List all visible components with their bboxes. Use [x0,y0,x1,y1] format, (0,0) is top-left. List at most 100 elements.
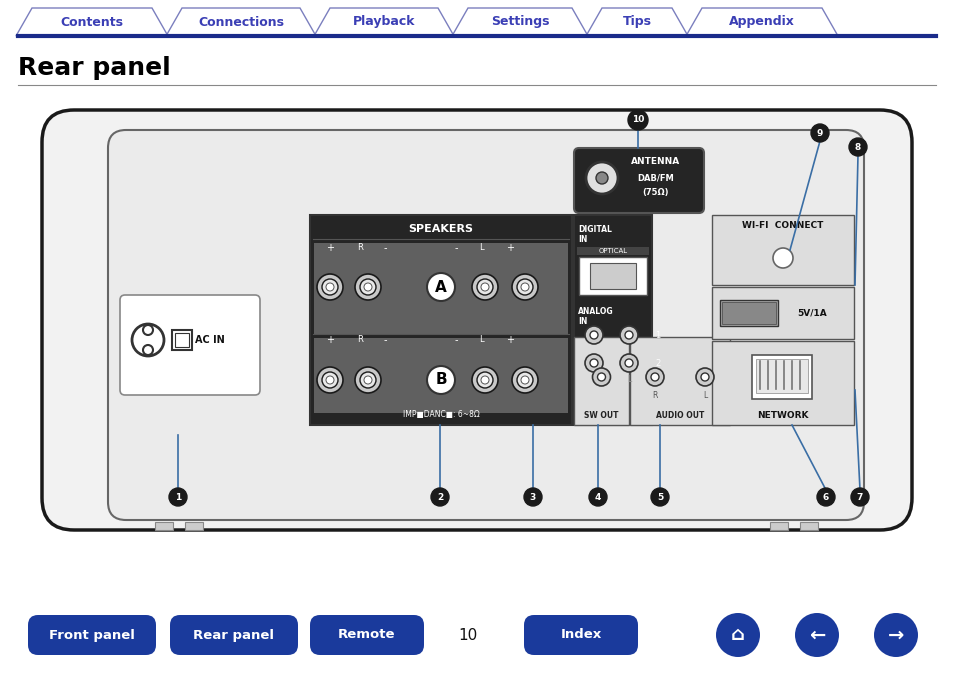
Bar [711,215,853,285]
Text: R: R [356,244,362,252]
Circle shape [355,367,380,393]
FancyBboxPatch shape [120,295,260,395]
Bar [751,355,811,399]
Circle shape [169,488,187,506]
Polygon shape [685,8,837,36]
Circle shape [512,274,537,300]
Text: +: + [326,243,334,253]
Circle shape [143,325,152,335]
Bar [314,338,567,413]
Circle shape [359,372,375,388]
Circle shape [619,326,638,344]
Text: 9: 9 [816,129,822,137]
Bar [154,522,172,530]
FancyBboxPatch shape [310,615,423,655]
Text: -: - [454,243,457,253]
Circle shape [650,488,668,506]
Text: OPTICAL: OPTICAL [598,248,627,254]
FancyBboxPatch shape [28,615,156,655]
Text: 10: 10 [457,627,477,643]
Text: Remote: Remote [338,629,395,641]
Circle shape [431,488,449,506]
Bar [574,215,651,425]
Bar [711,341,853,425]
FancyBboxPatch shape [108,130,863,520]
Circle shape [584,354,602,372]
Text: R: R [652,390,657,400]
Circle shape [716,613,760,657]
Circle shape [512,367,537,393]
Circle shape [816,488,834,506]
Text: 7: 7 [856,493,862,501]
Text: 3: 3 [529,493,536,501]
Bar [577,247,648,255]
Text: A: A [435,279,446,295]
Text: ⌂: ⌂ [730,625,744,645]
Text: L: L [626,376,631,384]
Bar [578,257,646,295]
Text: SW OUT: SW OUT [583,411,618,419]
FancyBboxPatch shape [574,148,703,213]
Text: Index: Index [559,629,601,641]
Text: IMP■DANC■: 6~8Ω: IMP■DANC■: 6~8Ω [402,411,478,419]
Text: 4: 4 [594,493,600,501]
Circle shape [520,376,529,384]
Circle shape [480,376,489,384]
Circle shape [772,248,792,268]
Text: 8: 8 [854,143,861,151]
Bar [314,243,567,334]
Bar [800,522,817,530]
Bar [720,300,778,326]
Circle shape [472,274,497,300]
Circle shape [472,367,497,393]
Circle shape [364,376,372,384]
Text: L: L [702,390,706,400]
Bar [629,337,729,425]
Bar [185,522,203,530]
Text: SPEAKERS: SPEAKERS [408,224,473,234]
Text: Contents: Contents [60,15,123,28]
Text: 10: 10 [631,116,643,125]
Circle shape [596,172,607,184]
Polygon shape [16,8,168,36]
Text: Front panel: Front panel [49,629,134,641]
Text: 5V/1A: 5V/1A [797,308,826,318]
Circle shape [322,279,337,295]
Circle shape [322,372,337,388]
Circle shape [696,368,713,386]
Text: Settings: Settings [490,15,549,28]
Bar [711,287,853,339]
Circle shape [700,373,708,381]
Circle shape [316,274,343,300]
Bar [310,215,572,425]
Circle shape [476,279,493,295]
Text: Tips: Tips [622,15,651,28]
Text: -: - [383,243,386,253]
Circle shape [355,274,380,300]
Text: Rear panel: Rear panel [193,629,274,641]
Text: R: R [356,336,362,345]
Bar [721,302,775,324]
Circle shape [588,488,606,506]
Circle shape [427,366,455,394]
Text: (75Ω): (75Ω) [642,188,669,197]
FancyBboxPatch shape [42,110,911,530]
Text: WI-FI  CONNECT: WI-FI CONNECT [741,221,822,229]
Bar [589,263,636,289]
Text: +: + [505,243,514,253]
Circle shape [523,488,541,506]
Text: R: R [591,376,596,384]
Text: ANALOG: ANALOG [578,306,613,316]
Circle shape [316,367,343,393]
Text: Playback: Playback [353,15,415,28]
Text: B: B [435,372,446,388]
Text: L: L [478,336,483,345]
Circle shape [520,283,529,291]
Bar [769,522,787,530]
Text: 5: 5 [657,493,662,501]
Text: DAB/FM: DAB/FM [637,174,674,182]
Circle shape [619,354,638,372]
Text: +: + [326,335,334,345]
Circle shape [585,162,618,194]
Text: IN: IN [578,316,587,326]
